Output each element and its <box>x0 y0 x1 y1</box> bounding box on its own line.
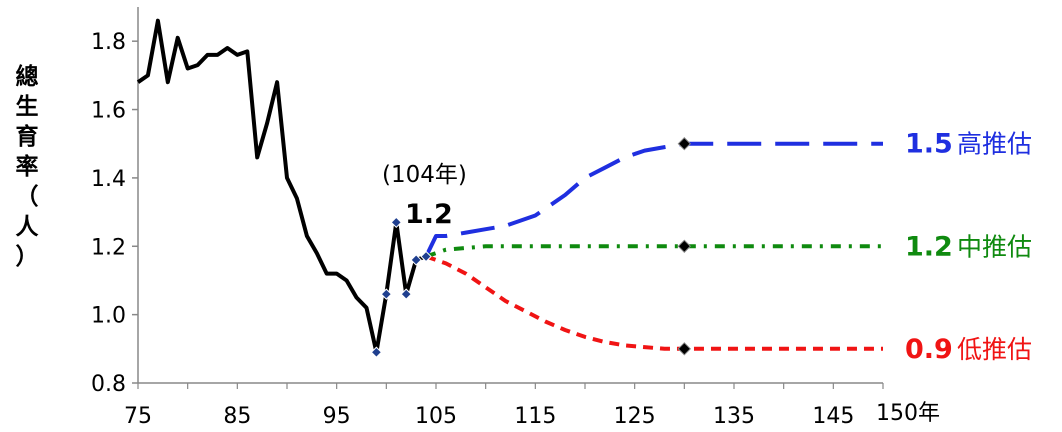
projection-point <box>677 342 692 356</box>
axes <box>137 7 883 384</box>
series-lines <box>136 18 883 355</box>
y-axis-label-char: 生 <box>15 94 39 120</box>
y-tick-label: 1.6 <box>91 99 126 124</box>
historical-point <box>420 250 432 263</box>
y-tick-label: 1.4 <box>91 167 126 192</box>
series-name-label: 高推估 <box>957 130 1032 159</box>
y-axis-label-char: （ <box>15 184 39 210</box>
y-axis-label-char: 總 <box>15 64 39 90</box>
y-axis-label-char: 率 <box>15 154 39 180</box>
x-tick-label: 125 <box>614 404 656 429</box>
x-tick-label: 95 <box>323 404 351 429</box>
y-tick-label: 1.0 <box>91 304 126 329</box>
projection-line <box>425 244 883 259</box>
y-axis-label-char: ） <box>15 244 39 270</box>
annotation-year: (104年) <box>382 162 467 188</box>
historical-point <box>390 216 402 229</box>
series-name-label: 低推估 <box>957 335 1032 364</box>
projection-point <box>677 137 692 151</box>
y-axis-label-char: 人 <box>15 214 39 240</box>
series-value-label: 1.5 <box>905 129 953 160</box>
x-tick-label: 145 <box>812 404 854 429</box>
x-tick-label: 75 <box>124 404 152 429</box>
y-tick-label: 0.8 <box>91 372 126 397</box>
historical-point <box>400 288 412 300</box>
historical-point <box>370 346 383 358</box>
y-tick-label: 1.2 <box>91 235 126 260</box>
x-tick-label: 85 <box>223 404 251 429</box>
historical-point <box>380 288 393 300</box>
x-tick-label: 115 <box>514 404 556 429</box>
y-axis-ticks: 0.8 1.0 1.2 1.4 1.6 1.8 <box>91 30 138 397</box>
historical-point <box>410 254 422 266</box>
y-axis-label-char: 育 <box>15 124 39 150</box>
x-tick-label: 135 <box>713 404 755 429</box>
x-tick-label: 105 <box>415 404 457 429</box>
x-axis-unit-label: 150年 <box>876 401 940 426</box>
series-name-label: 中推估 <box>957 232 1032 261</box>
projection-point <box>677 239 692 253</box>
annotation: (104年) 1.2 <box>382 162 467 230</box>
series-value-label: 1.2 <box>905 231 953 262</box>
annotation-value: 1.2 <box>405 199 453 230</box>
series-markers <box>370 137 692 358</box>
projection-line <box>424 141 883 258</box>
historical-line <box>136 18 427 355</box>
x-axis-ticks: 75 85 95 105 115 125 135 145 150年 <box>124 383 940 429</box>
series-value-label: 0.9 <box>905 334 953 365</box>
y-tick-label: 1.8 <box>91 30 126 55</box>
projection-line <box>425 254 883 351</box>
y-axis-label: 總 生 育 率 （ 人 ） <box>10 62 44 272</box>
series-labels: 1.5 高推估 1.2 中推估 0.9 低推估 <box>905 129 1032 365</box>
